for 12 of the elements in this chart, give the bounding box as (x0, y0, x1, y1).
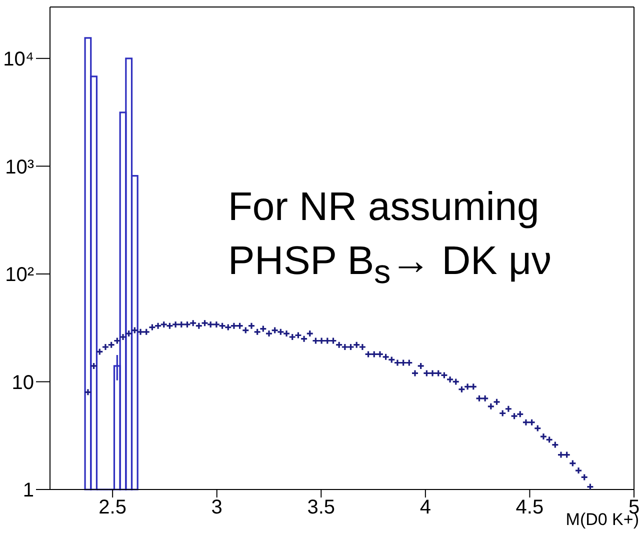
y-tick-label: 10³ (5, 156, 34, 178)
x-tick-label: 4 (420, 496, 431, 519)
y-tick-label: 1 (22, 480, 34, 502)
x-tick-label: 2.5 (98, 496, 126, 519)
x-tick-label: 3.5 (307, 496, 336, 519)
x-tick-label: 4.5 (516, 496, 544, 519)
x-tick-label: 3 (211, 496, 222, 519)
y-tick-label: 10 (12, 372, 34, 394)
y-tick-label: 10² (5, 264, 34, 286)
annotation: PHSP B$_{s}$→ DK μν (228, 238, 552, 293)
annotation: For NR assuming (228, 184, 540, 231)
y-tick-label: 10⁴ (3, 48, 34, 71)
